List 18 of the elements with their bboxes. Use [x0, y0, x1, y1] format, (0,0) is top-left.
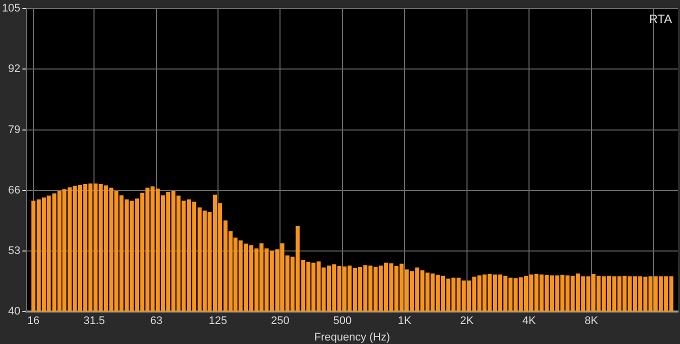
x-tick-label: 2K — [460, 315, 474, 328]
x-tick-label: 63 — [150, 315, 163, 328]
chart-title: RTA — [649, 12, 672, 26]
y-tick-label: 40 — [8, 306, 20, 318]
x-tick-label: 250 — [270, 315, 290, 328]
y-tick-label: 53 — [8, 245, 20, 258]
y-tick-label: 92 — [8, 63, 20, 76]
x-tick-label: 8K — [584, 315, 599, 328]
x-tick-label: 1K — [398, 315, 412, 328]
x-tick-label: 31.5 — [83, 315, 105, 328]
y-tick-label: 105 — [2, 2, 20, 15]
x-tick-label: 125 — [208, 315, 228, 328]
x-tick-label: 500 — [333, 315, 352, 328]
y-tick-label: 79 — [8, 124, 20, 136]
x-tick-label: 4K — [522, 315, 536, 328]
x-axis-title: Frequency (Hz) — [314, 331, 390, 344]
y-tick-label: 66 — [8, 184, 20, 196]
x-tick-label: 16 — [27, 315, 40, 328]
